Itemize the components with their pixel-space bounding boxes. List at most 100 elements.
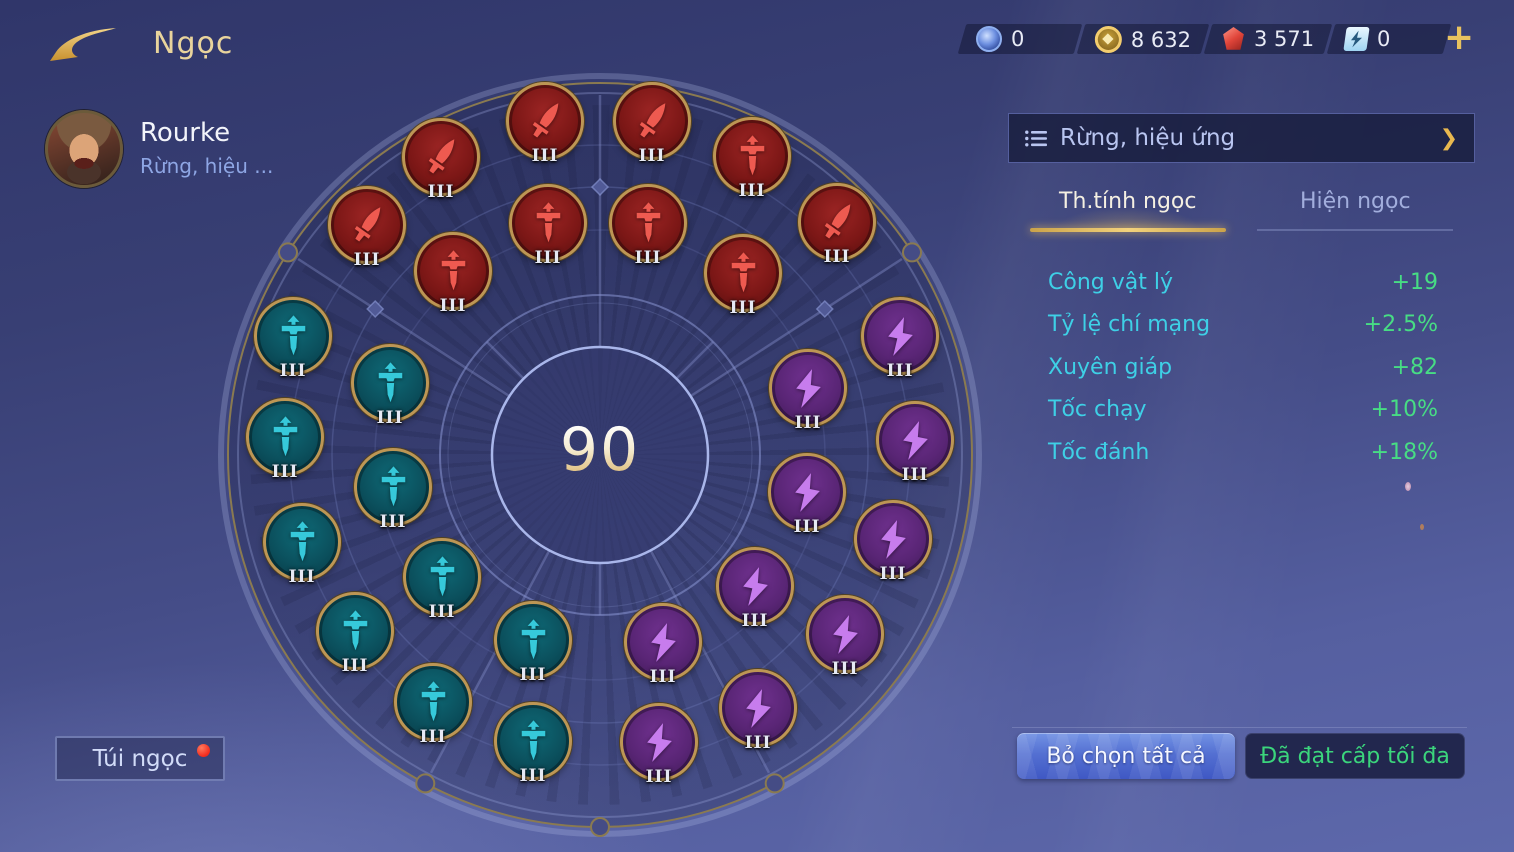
- player-name: Rourke: [140, 118, 231, 148]
- stat-label: Tốc đánh: [1048, 439, 1150, 465]
- gem-red-blade[interactable]: III: [506, 82, 584, 166]
- currency-value: 8 632: [1131, 27, 1192, 51]
- gem-teal-sword[interactable]: III: [254, 297, 332, 381]
- sword-icon: [290, 520, 314, 561]
- gem-purple-bolt[interactable]: III: [806, 595, 884, 679]
- gem-teal-sword[interactable]: III: [403, 538, 481, 622]
- blue-ticket-icon: [1343, 27, 1370, 51]
- gem-purple-bolt[interactable]: III: [620, 703, 698, 787]
- gem-purple-bolt[interactable]: III: [854, 500, 932, 584]
- bolt-icon: [902, 420, 928, 460]
- gem-teal-sword[interactable]: III: [494, 702, 572, 786]
- sparkle-particle: [1420, 524, 1424, 530]
- gem-red-blade[interactable]: III: [798, 183, 876, 267]
- sword-icon: [441, 249, 465, 290]
- stat-row: Công vật lý +19: [1048, 261, 1438, 304]
- gem-teal-sword[interactable]: III: [263, 503, 341, 587]
- notification-dot: [197, 744, 210, 757]
- gem-teal-sword[interactable]: III: [394, 663, 472, 747]
- gem-red-sword[interactable]: III: [609, 184, 687, 268]
- gem-purple-bolt[interactable]: III: [768, 453, 846, 537]
- page-title: Ngọc: [153, 26, 234, 61]
- back-button[interactable]: [48, 22, 120, 70]
- stat-label: Tỷ lệ chí mạng: [1048, 312, 1211, 338]
- back-arrow-icon: [50, 28, 116, 61]
- rune-category-title: Rừng, hiệu ứng: [1060, 125, 1236, 151]
- currency-value: 3 571: [1254, 27, 1315, 51]
- currency-bar: 0 8 632 3 571 0: [957, 24, 1452, 54]
- gem-purple-bolt[interactable]: III: [861, 297, 939, 381]
- gem-teal-sword[interactable]: III: [246, 398, 324, 482]
- sword-icon: [281, 314, 305, 355]
- gem-red-blade[interactable]: III: [328, 186, 406, 270]
- sword-icon: [536, 201, 560, 242]
- rune-category-selector[interactable]: Rừng, hiệu ứng ❯: [1008, 113, 1475, 163]
- gem-red-sword[interactable]: III: [704, 234, 782, 318]
- gem-tier: III: [279, 361, 307, 381]
- gem-red-blade[interactable]: III: [402, 118, 480, 202]
- stat-label: Công vật lý: [1048, 269, 1173, 295]
- gem-teal-sword[interactable]: III: [316, 592, 394, 676]
- gem-purple-bolt[interactable]: III: [716, 547, 794, 631]
- gem-tier: III: [741, 611, 769, 631]
- blade-icon: [824, 203, 850, 238]
- stat-row: Tốc đánh +18%: [1048, 431, 1438, 474]
- tab-show-runes[interactable]: Hiện ngọc: [1242, 186, 1470, 231]
- gem-tier: III: [353, 250, 381, 270]
- gem-tier: III: [901, 465, 929, 485]
- gem-tier: III: [419, 727, 447, 747]
- gem-red-sword[interactable]: III: [414, 232, 492, 316]
- sword-icon: [421, 680, 445, 721]
- currency-blue-orb[interactable]: 0: [957, 24, 1083, 54]
- currency-gold-coin[interactable]: 8 632: [1076, 24, 1210, 54]
- deselect-all-button[interactable]: Bỏ chọn tất cả: [1017, 733, 1235, 779]
- sword-icon: [636, 201, 660, 242]
- gem-tier: III: [744, 733, 772, 753]
- gem-tier: III: [531, 146, 559, 166]
- stat-row: Tốc chạy +10%: [1048, 389, 1438, 432]
- stat-value: +18%: [1370, 439, 1438, 465]
- gem-red-sword[interactable]: III: [713, 117, 791, 201]
- gem-tier: III: [376, 408, 404, 428]
- add-currency-button[interactable]: +: [1444, 17, 1475, 58]
- gem-tier: III: [288, 567, 316, 587]
- gem-teal-sword[interactable]: III: [354, 448, 432, 532]
- sword-icon: [378, 361, 402, 402]
- player-avatar: [45, 110, 123, 188]
- gem-teal-sword[interactable]: III: [494, 601, 572, 685]
- sword-icon: [343, 609, 367, 650]
- bolt-icon: [650, 622, 676, 662]
- tab-label: Hiện ngọc: [1299, 189, 1411, 214]
- gem-red-sword[interactable]: III: [509, 184, 587, 268]
- gem-tier: III: [428, 602, 456, 622]
- gem-purple-bolt[interactable]: III: [624, 603, 702, 687]
- tab-rune-stats[interactable]: Th.tính ngọc: [1014, 186, 1242, 232]
- currency-value: 0: [1377, 27, 1391, 51]
- max-level-button[interactable]: Đã đạt cấp tối đa: [1245, 733, 1465, 779]
- player-info[interactable]: Rourke Rừng, hiệu ...: [45, 108, 305, 192]
- blue-orb-icon: [976, 26, 1002, 52]
- currency-red-gem[interactable]: 3 571: [1203, 24, 1333, 54]
- gem-purple-bolt[interactable]: III: [769, 349, 847, 433]
- gem-teal-sword[interactable]: III: [351, 344, 429, 428]
- gem-purple-bolt[interactable]: III: [876, 401, 954, 485]
- currency-value: 0: [1011, 27, 1025, 51]
- sword-icon: [731, 251, 755, 292]
- gem-red-blade[interactable]: III: [613, 82, 691, 166]
- stat-value: +19: [1391, 269, 1438, 295]
- gem-bag-label: Túi ngọc: [92, 745, 188, 772]
- blade-icon: [428, 138, 454, 173]
- stat-label: Tốc chạy: [1048, 397, 1147, 423]
- bolt-icon: [832, 614, 858, 654]
- gem-bag-button[interactable]: Túi ngọc: [55, 736, 225, 781]
- blade-icon: [639, 102, 665, 137]
- gem-tier: III: [519, 665, 547, 685]
- currency-blue-ticket[interactable]: 0: [1326, 24, 1452, 54]
- gem-tier: III: [271, 462, 299, 482]
- sparkle-particle: [1405, 482, 1411, 491]
- panel-tabs: Th.tính ngọc Hiện ngọc: [1008, 186, 1475, 232]
- gem-purple-bolt[interactable]: III: [719, 669, 797, 753]
- bolt-icon: [887, 316, 913, 356]
